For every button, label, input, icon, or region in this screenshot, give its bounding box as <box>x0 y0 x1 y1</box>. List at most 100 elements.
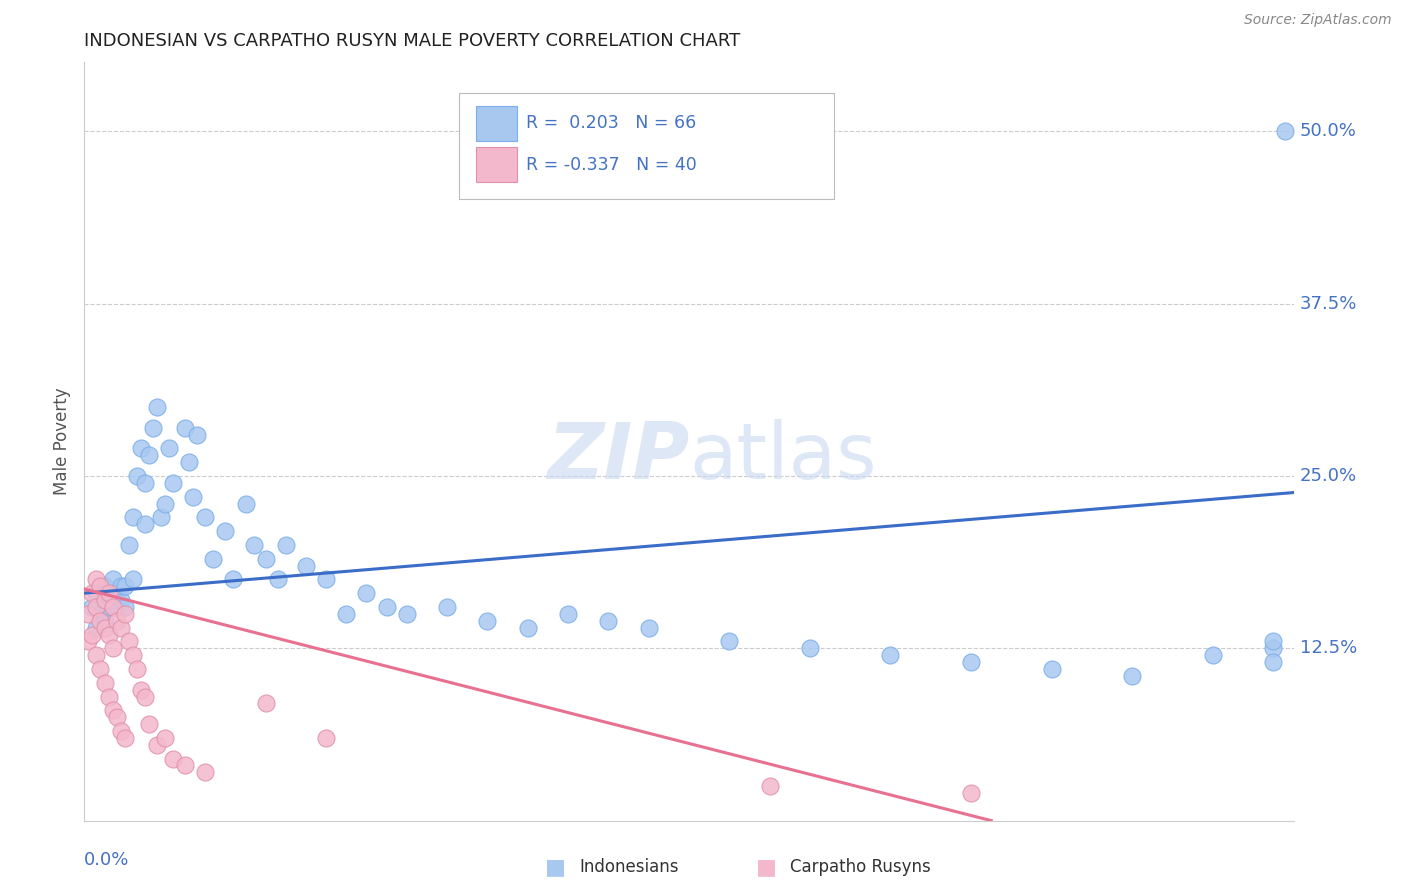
Text: R =  0.203   N = 66: R = 0.203 N = 66 <box>526 114 696 132</box>
Point <box>77 607 100 621</box>
Point <box>134 475 156 490</box>
Point <box>146 400 169 414</box>
Point <box>1274 124 1296 138</box>
Point <box>101 641 124 656</box>
Point <box>110 593 132 607</box>
Point <box>267 573 290 587</box>
Point <box>181 490 204 504</box>
Point <box>114 599 136 614</box>
Point <box>637 621 659 635</box>
Point <box>97 599 120 614</box>
Point <box>77 634 100 648</box>
Point <box>179 455 201 469</box>
Point <box>93 621 115 635</box>
Point <box>356 586 378 600</box>
Text: Carpatho Rusyns: Carpatho Rusyns <box>790 858 931 876</box>
Point <box>138 717 160 731</box>
Point <box>162 475 184 490</box>
Point <box>960 786 983 800</box>
Point <box>186 427 208 442</box>
Point <box>86 573 108 587</box>
Point <box>194 765 217 780</box>
Point <box>149 510 172 524</box>
Point <box>242 538 264 552</box>
Point <box>1263 655 1285 669</box>
Point <box>110 579 132 593</box>
Point <box>89 662 111 676</box>
Point <box>174 421 197 435</box>
Point <box>97 593 120 607</box>
Point <box>718 634 741 648</box>
Point <box>93 675 115 690</box>
Point <box>477 614 499 628</box>
Point <box>114 579 136 593</box>
Point <box>93 593 115 607</box>
Point <box>129 682 152 697</box>
Point <box>101 599 124 614</box>
Point <box>82 599 104 614</box>
Point <box>86 621 108 635</box>
Y-axis label: Male Poverty: Male Poverty <box>53 388 72 495</box>
Point <box>295 558 318 573</box>
Point <box>89 614 111 628</box>
Point <box>101 573 124 587</box>
Point <box>97 627 120 641</box>
Point <box>395 607 418 621</box>
Point <box>125 469 148 483</box>
Point <box>93 579 115 593</box>
Point <box>335 607 357 621</box>
Point <box>1040 662 1063 676</box>
Point <box>121 573 143 587</box>
Point <box>153 731 176 745</box>
Point <box>174 758 197 772</box>
Text: INDONESIAN VS CARPATHO RUSYN MALE POVERTY CORRELATION CHART: INDONESIAN VS CARPATHO RUSYN MALE POVERT… <box>84 32 741 50</box>
Point <box>146 738 169 752</box>
Point <box>86 599 108 614</box>
Point <box>114 731 136 745</box>
Point <box>799 641 821 656</box>
FancyBboxPatch shape <box>477 147 517 182</box>
Point <box>375 599 398 614</box>
Text: 0.0%: 0.0% <box>84 851 129 869</box>
Point <box>142 421 165 435</box>
Text: Indonesians: Indonesians <box>579 858 679 876</box>
Point <box>86 648 108 663</box>
Text: 25.0%: 25.0% <box>1299 467 1357 485</box>
Point <box>222 573 245 587</box>
Point <box>97 690 120 704</box>
Point <box>105 710 128 724</box>
Point <box>557 607 579 621</box>
Point <box>254 697 277 711</box>
Point <box>97 586 120 600</box>
Point <box>105 586 128 600</box>
Point <box>153 497 176 511</box>
Point <box>598 614 620 628</box>
Point <box>118 538 141 552</box>
Text: 37.5%: 37.5% <box>1299 294 1357 313</box>
Point <box>235 497 257 511</box>
Point <box>121 510 143 524</box>
Point <box>960 655 983 669</box>
Point <box>89 607 111 621</box>
Point <box>110 724 132 739</box>
Point <box>101 703 124 717</box>
Point <box>1263 641 1285 656</box>
FancyBboxPatch shape <box>460 93 834 199</box>
Point <box>110 621 132 635</box>
Point <box>134 517 156 532</box>
Text: atlas: atlas <box>689 418 876 495</box>
Point <box>105 599 128 614</box>
Point <box>82 627 104 641</box>
Point <box>214 524 236 538</box>
Point <box>114 607 136 621</box>
Point <box>82 586 104 600</box>
Point <box>138 448 160 462</box>
Text: R = -0.337   N = 40: R = -0.337 N = 40 <box>526 156 696 174</box>
Point <box>89 579 111 593</box>
Point <box>202 551 225 566</box>
Point <box>101 599 124 614</box>
Point <box>315 731 337 745</box>
Point <box>1263 634 1285 648</box>
Point <box>134 690 156 704</box>
Point <box>86 586 108 600</box>
